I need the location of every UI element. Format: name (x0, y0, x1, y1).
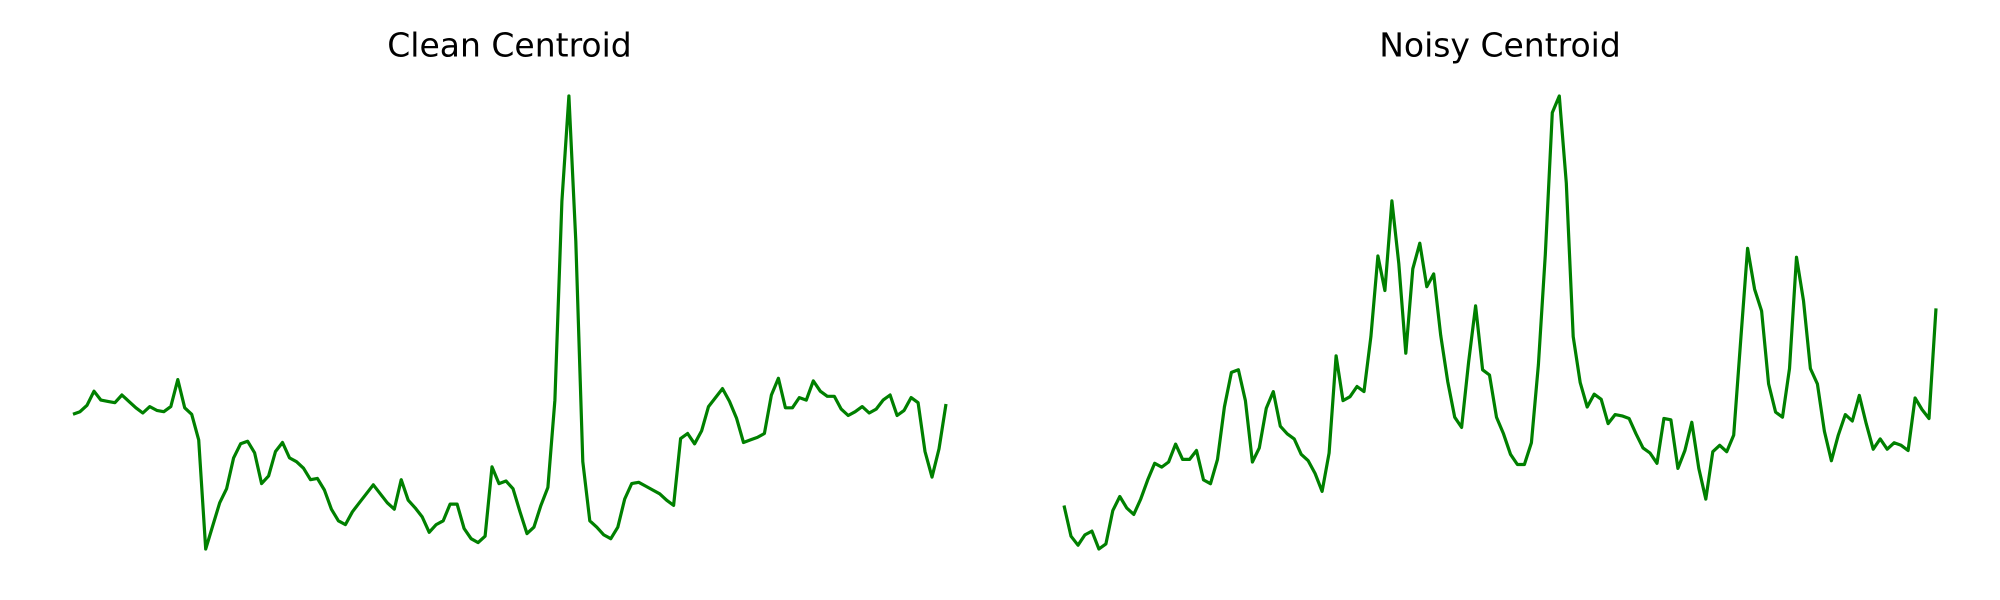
data-line (1062, 94, 1938, 551)
chart-title: Clean Centroid (387, 26, 632, 65)
data-line (72, 94, 948, 551)
chart-title: Noisy Centroid (1379, 26, 1621, 65)
